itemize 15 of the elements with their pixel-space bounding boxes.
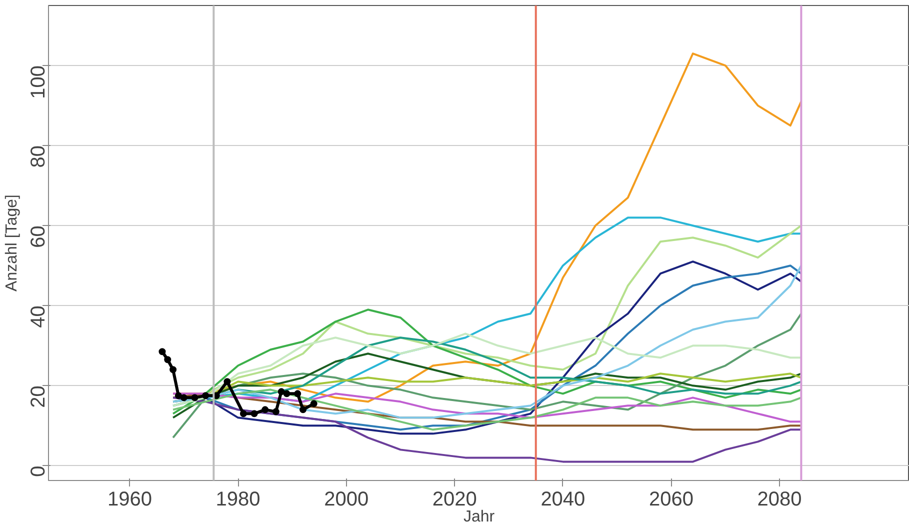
x-tick-label: 2020 [432,488,477,510]
y-tick-label: 20 [28,386,50,408]
x-tick-label: 2000 [324,488,369,510]
x-axis-title: Jahr [463,508,496,526]
y-tick-label: 40 [28,306,50,328]
y-tick-label: 100 [28,66,50,99]
x-tick-label: 1960 [107,488,152,510]
x-tick-label: 2060 [648,488,694,510]
x-tick-label: 1980 [216,488,260,510]
y-tick-label: 80 [28,146,50,168]
y-axis-title: Anzahl [Tage] [4,194,20,292]
y-tick-label: 0 [28,466,50,477]
x-tick-label: 2080 [757,488,802,510]
y-tick-label: 60 [28,226,50,248]
x-tick-label: 2040 [540,488,586,510]
